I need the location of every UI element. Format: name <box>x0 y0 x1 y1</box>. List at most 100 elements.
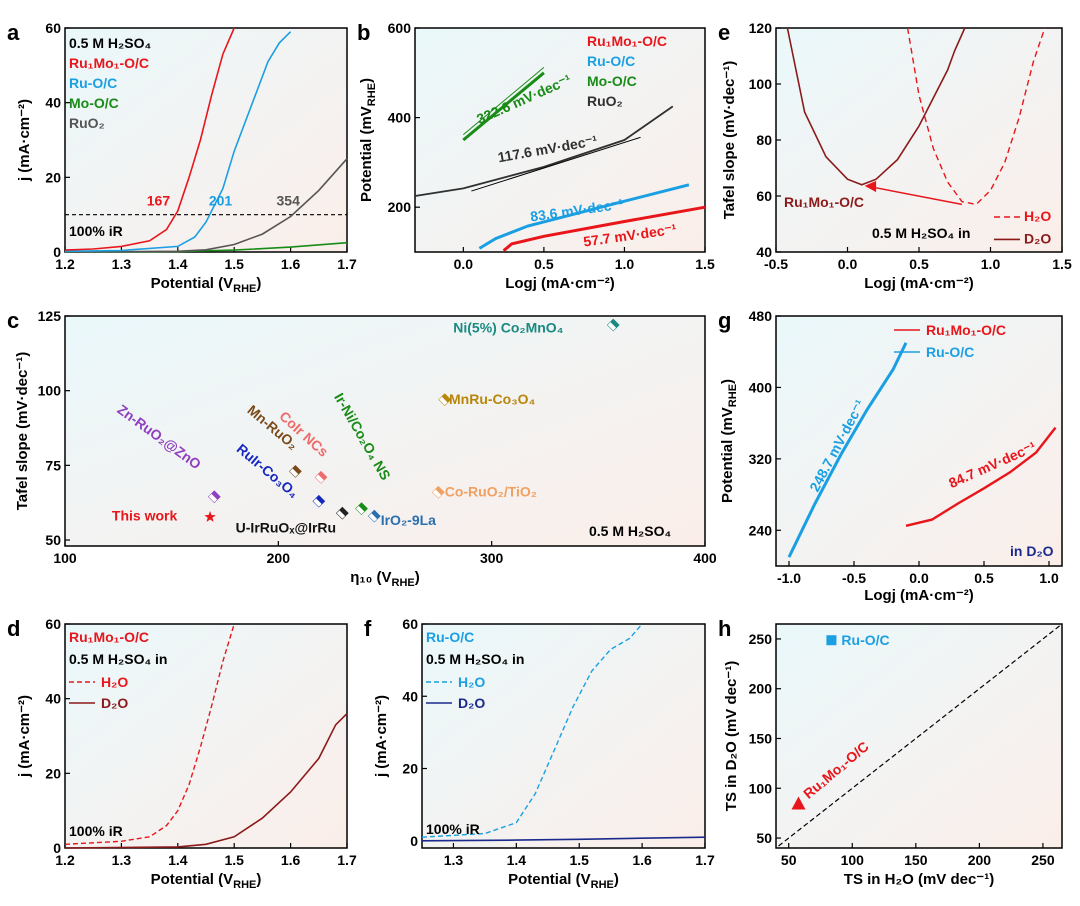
y-tick-label: 400 <box>388 110 412 126</box>
y-tick-label: 320 <box>749 451 773 467</box>
y-axis-label: TS in D₂O (mV dec⁻¹) <box>723 661 740 811</box>
data-point-half <box>607 322 617 331</box>
x-axis-label-main: Potential (V <box>151 275 234 292</box>
x-tick-label: 50 <box>781 852 797 868</box>
x-tick-label: 0.0 <box>909 570 929 586</box>
y-axis-label-text: Potential (mVRHE) <box>719 379 739 503</box>
legend-entry: Mo-O/C <box>587 73 637 89</box>
x-axis-label: Logj (mA·cm⁻²) <box>864 587 974 604</box>
data-point-half <box>208 493 218 503</box>
series-line-Ru₁Mo₁-O/C <box>64 27 235 251</box>
x-tick-label: 0.0 <box>838 256 858 272</box>
y-tick-label: 0 <box>410 833 418 849</box>
x-tick-label: 1.2 <box>55 256 75 272</box>
legend-entry: Ru-O/C <box>926 344 974 360</box>
x-tick-label: 1.0 <box>615 256 635 272</box>
x-axis-label: Potential (VRHE) <box>151 275 262 295</box>
y-tick-label: 50 <box>45 532 61 548</box>
x-tick-label: 0.5 <box>974 570 994 586</box>
legend-entry: H₂O <box>458 674 485 690</box>
panel-label-f: f <box>364 616 372 641</box>
y-tick-label: 60 <box>402 616 418 632</box>
series-line-H₂O <box>64 623 235 845</box>
y-axis-label-main: Potential (mV <box>719 407 736 503</box>
panel-e: -0.5 0.0 0.5 1.0 1.5 40 60 80 100 120 e Ru₁Mo₁-O/C 0… <box>718 20 1072 292</box>
x-axis-label: Logj (mA·cm⁻²) <box>505 275 615 292</box>
x-tick-label: 1.2 <box>55 852 75 868</box>
x-tick-label: 1.6 <box>632 852 652 868</box>
annotation: 354 <box>277 192 301 208</box>
x-axis-label-text: Potential (VRHE) <box>508 871 619 891</box>
point-label: Ru-O/C <box>841 632 889 648</box>
y-tick-label: 0 <box>53 244 61 260</box>
x-tick-label: 0.5 <box>534 256 554 272</box>
panel-label-c: c <box>7 308 19 333</box>
series-line-Ru₁Mo₁-O/C <box>502 205 706 252</box>
annotation: 0.5 M H₂SO₄ in <box>872 225 970 241</box>
y-tick-label: 60 <box>756 188 772 204</box>
x-axis-label: Potential (VRHE) <box>151 871 262 891</box>
series-line-Mo-O/C <box>462 71 545 142</box>
legend-entry: H₂O <box>1024 208 1051 224</box>
x-axis-label: TS in H₂O (mV dec⁻¹) <box>844 871 994 888</box>
x-tick-label: 1.5 <box>695 256 715 272</box>
x-axis-label-sub: RHE <box>233 879 256 891</box>
legend-entry: Ru-O/C <box>426 629 474 645</box>
series-line-Ru-O/C <box>478 183 690 250</box>
legend-entry: D₂O <box>101 695 128 711</box>
data-point-ru1mo1-o-c <box>791 796 806 810</box>
series-line-Ru₁Mo₁-O/C <box>905 426 1057 527</box>
x-tick-label: 1.0 <box>981 256 1001 272</box>
y-tick-label: 0 <box>53 840 61 856</box>
x-axis-label-end: ) <box>614 871 619 888</box>
legend-entry: Ru-O/C <box>587 53 635 69</box>
y-tick-label: 600 <box>388 20 412 36</box>
x-axis-label: Potential (VRHE) <box>508 871 619 891</box>
point-label: Ni(5%) Co₂MnO₄ <box>453 319 563 335</box>
x-axis-label-main: η₁₀ (V <box>350 569 391 586</box>
y-axis-label: Tafel slope (mV·dec⁻¹) <box>14 352 31 511</box>
y-tick-label: 240 <box>749 522 773 538</box>
plot-frame-h <box>775 623 1063 849</box>
x-tick-label: 1.5 <box>224 256 244 272</box>
x-tick-label: 1.7 <box>337 852 357 868</box>
y-tick-label: 40 <box>756 244 772 260</box>
x-tick-label: -1.0 <box>777 570 801 586</box>
x-tick-label: 1.6 <box>281 852 301 868</box>
y-tick-label: 100 <box>749 76 773 92</box>
panel-label-e: e <box>718 20 730 45</box>
x-tick-label: 0.0 <box>454 256 474 272</box>
y-tick-label: 200 <box>749 681 773 697</box>
series-line-Ru-O/C <box>64 31 292 253</box>
x-tick-label: 1.0 <box>1039 570 1059 586</box>
y-tick-label: 400 <box>749 379 773 395</box>
series-line-RuO₂ <box>64 158 348 253</box>
legend-entry: Ru₁Mo₁-O/C <box>587 33 667 49</box>
plot-frame-c <box>64 315 706 547</box>
arrow-shaft <box>867 185 963 206</box>
y-axis-label: Potential (mVRHE) <box>719 379 739 503</box>
panel-f: 1.3 1.4 1.5 1.6 1.7 0 20 40 60 f Ru-O/C 0.5 M H₂SO₄… <box>364 616 715 891</box>
x-tick-label: 300 <box>480 550 504 566</box>
series-line-D₂O <box>786 27 966 186</box>
x-axis-label-main: Potential (V <box>508 871 591 888</box>
y-tick-label: 75 <box>45 457 61 473</box>
y-tick-label: 250 <box>749 631 773 647</box>
point-label: IrO₂-9La <box>381 512 436 528</box>
series-line-H₂O <box>906 27 1046 206</box>
annotation: 100% iR <box>426 821 480 837</box>
series-line-H₂O <box>421 623 643 838</box>
series-line-Ru-O/C <box>787 342 908 558</box>
plot-frame-a <box>64 27 348 253</box>
annotation: 100% iR <box>69 223 123 239</box>
legend-entry: 0.5 M H₂SO₄ in <box>426 651 524 667</box>
y-tick-label: 20 <box>45 169 61 185</box>
tafel-fit-line <box>471 136 641 192</box>
x-axis-label: η₁₀ (VRHE) <box>350 569 420 589</box>
legend-entry: 0.5 M H₂SO₄ <box>69 35 151 51</box>
x-tick-label: 1.5 <box>569 852 589 868</box>
legend-entry: RuO₂ <box>587 93 623 109</box>
x-axis-label-end: ) <box>256 871 261 888</box>
